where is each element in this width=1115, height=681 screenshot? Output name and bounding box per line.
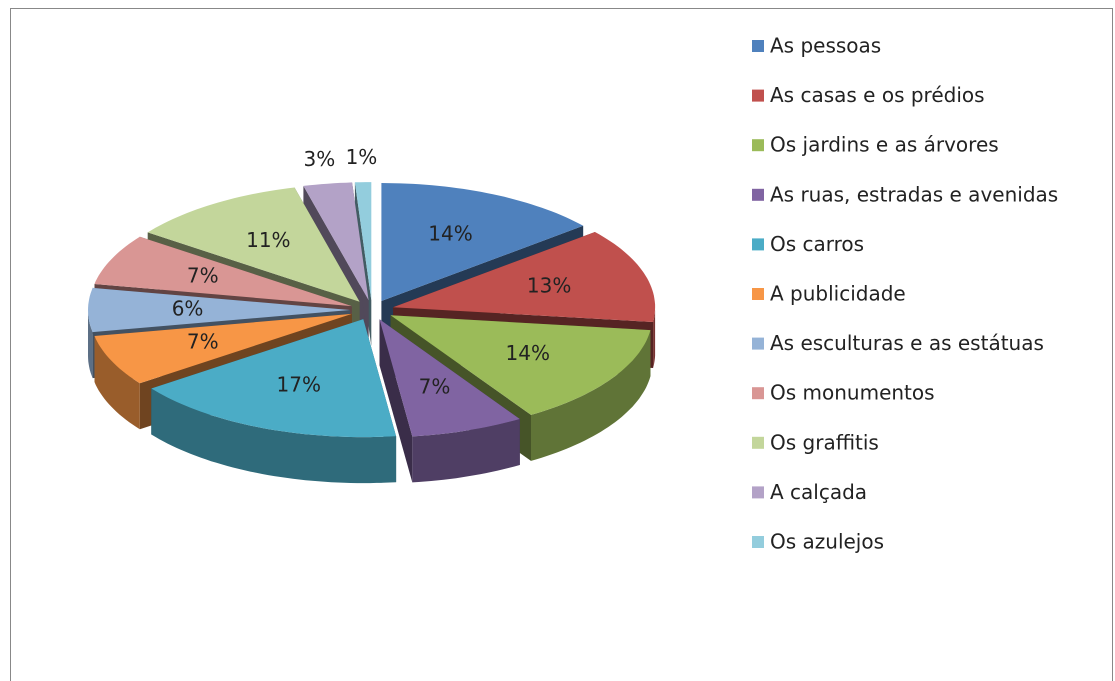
slice-wall <box>412 419 520 483</box>
legend-swatch <box>752 288 764 300</box>
legend-label: Os azulejos <box>770 530 884 554</box>
legend-swatch <box>752 536 764 548</box>
slice-side <box>379 319 413 483</box>
legend-label: Os carros <box>770 232 864 256</box>
data-label: 17% <box>277 373 321 397</box>
legend-swatch <box>752 238 764 251</box>
legend-label: As ruas, estradas e avenidas <box>770 182 1058 206</box>
data-label: 11% <box>246 228 290 252</box>
legend-label: As pessoas <box>770 34 881 58</box>
data-label: 6% <box>172 297 204 321</box>
slice-wall <box>653 307 656 368</box>
slice-top <box>381 183 584 301</box>
legend-label: A calçada <box>770 480 867 504</box>
data-label: 14% <box>506 341 550 365</box>
legend-label: Os jardins e as árvores <box>770 133 999 157</box>
slice-top <box>151 319 397 438</box>
data-label: 7% <box>187 264 219 288</box>
slice-top <box>94 313 352 384</box>
slice-wall <box>94 336 140 430</box>
legend-label: A publicidade <box>770 282 906 306</box>
slice-top <box>147 187 360 302</box>
slice-top <box>379 319 520 437</box>
legend-swatch <box>752 188 764 201</box>
data-label: 14% <box>428 221 472 245</box>
slice-wall <box>531 330 651 461</box>
legend-swatch <box>752 436 764 449</box>
legend-label: As esculturas e as estátuas <box>770 331 1044 355</box>
data-label: 7% <box>187 329 219 353</box>
legend-label: Os graffitis <box>770 430 879 454</box>
legend-label: Os monumentos <box>770 381 935 405</box>
slice <box>151 319 397 484</box>
legend-swatch <box>752 387 764 400</box>
data-label: 7% <box>419 375 451 399</box>
data-label: 3% <box>304 147 336 171</box>
legend-swatch <box>752 40 764 52</box>
legend-label: As casas e os prédios <box>770 83 985 107</box>
slice-top <box>303 182 369 301</box>
legend-swatch <box>752 139 764 152</box>
data-label: 13% <box>527 273 571 297</box>
legend-swatch <box>752 337 764 350</box>
legend-swatch <box>752 89 764 102</box>
legend-swatch <box>752 486 764 499</box>
slice-top <box>390 315 651 415</box>
data-label: 1% <box>346 145 378 169</box>
slice-top <box>94 236 352 307</box>
slice <box>379 319 520 483</box>
slice-wall <box>88 310 93 379</box>
slice-wall <box>151 388 397 484</box>
slice-top <box>88 287 350 333</box>
slice-top <box>393 232 656 322</box>
slice-top <box>354 182 372 301</box>
